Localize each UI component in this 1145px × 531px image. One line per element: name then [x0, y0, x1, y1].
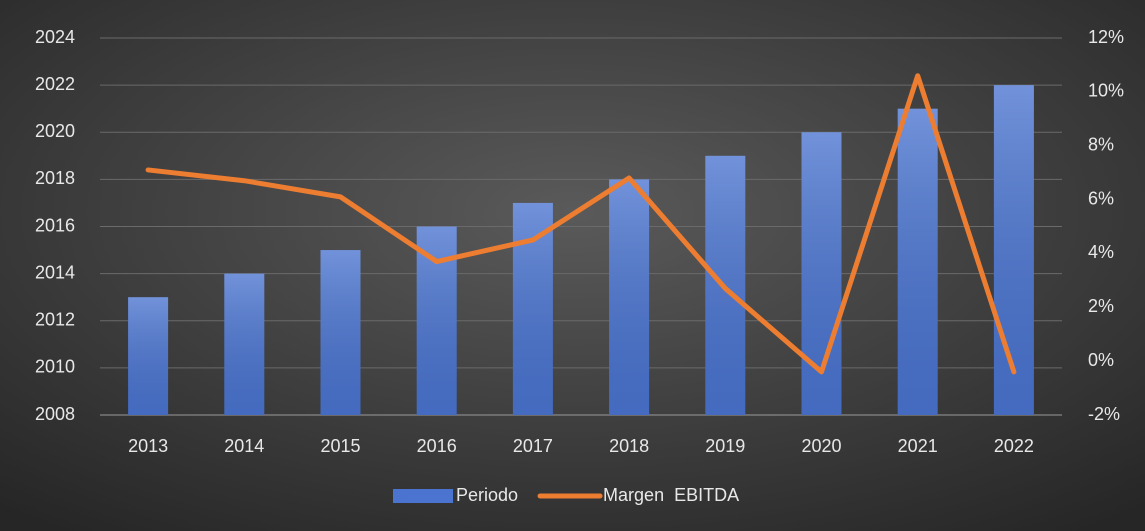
y2-tick-label: 0%: [1088, 350, 1114, 370]
y2-tick-label: 8%: [1088, 134, 1114, 154]
bar-shade: [897, 108, 938, 415]
x-tick-label: 2020: [801, 436, 841, 456]
y-tick-label: 2012: [35, 310, 75, 330]
x-tick-label: 2016: [417, 436, 457, 456]
y-tick-label: 2022: [35, 74, 75, 94]
x-tick-label: 2019: [705, 436, 745, 456]
bar-shade: [609, 179, 650, 415]
legend-label: Periodo: [456, 485, 518, 505]
bar-shade: [320, 250, 361, 415]
bar-shade: [224, 273, 265, 415]
y-tick-label: 2018: [35, 168, 75, 188]
y2-tick-label: 6%: [1088, 188, 1114, 208]
x-tick-label: 2021: [898, 436, 938, 456]
bar-shade: [993, 85, 1034, 415]
legend-swatch: [393, 489, 453, 503]
x-tick-label: 2017: [513, 436, 553, 456]
y-tick-label: 2014: [35, 262, 75, 282]
y2-tick-label: -2%: [1088, 404, 1120, 424]
y2-tick-label: 4%: [1088, 242, 1114, 262]
x-tick-label: 2018: [609, 436, 649, 456]
bar-shade: [512, 202, 553, 415]
bar-shade: [128, 297, 169, 415]
x-tick-label: 2022: [994, 436, 1034, 456]
x-tick-label: 2015: [320, 436, 360, 456]
y2-tick-label: 10%: [1088, 81, 1124, 101]
y-tick-label: 2008: [35, 404, 75, 424]
x-tick-label: 2014: [224, 436, 264, 456]
y-tick-label: 2020: [35, 121, 75, 141]
y-tick-label: 2016: [35, 215, 75, 235]
legend-label: Margen EBITDA: [603, 485, 739, 505]
line: [145, 73, 1017, 375]
y2-tick-label: 12%: [1088, 27, 1124, 47]
y-tick-label: 2010: [35, 357, 75, 377]
x-tick-label: 2013: [128, 436, 168, 456]
y-tick-label: 2024: [35, 27, 75, 47]
y2-tick-label: 2%: [1088, 296, 1114, 316]
